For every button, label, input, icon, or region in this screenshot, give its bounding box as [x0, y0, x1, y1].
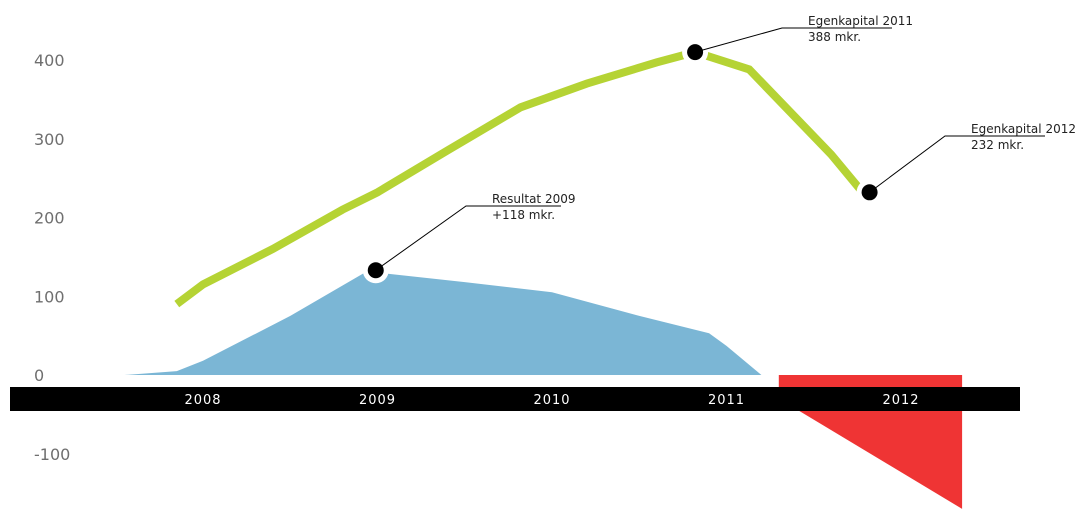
x-tick-label: 2008	[184, 393, 221, 408]
annotation-value: 388 mkr.	[808, 30, 861, 44]
plot-area	[124, 47, 963, 509]
annotation-title: Resultat 2009	[492, 192, 576, 206]
annotation-title: Egenkapital 2011	[808, 14, 913, 28]
x-axis-band	[10, 387, 1020, 411]
y-axis: 400 300 200 100 0 -100	[34, 51, 70, 464]
leader-line	[375, 205, 561, 271]
y-tick-label: 400	[34, 51, 65, 70]
y-tick-label: 300	[34, 130, 65, 149]
annotation-title: Egenkapital 2012	[971, 122, 1076, 136]
x-tick-label: 2010	[533, 393, 570, 408]
leader-line	[869, 135, 1045, 193]
y-tick-label: 0	[34, 366, 44, 385]
x-tick-label: 2011	[708, 393, 745, 408]
line-series-0	[174, 47, 866, 308]
annotation: Resultat 2009 +118 mkr.	[362, 192, 576, 284]
x-tick-label: 2012	[882, 393, 919, 408]
y-tick-label: 100	[34, 287, 65, 306]
annotation-value: +118 mkr.	[492, 208, 555, 222]
area-series-1	[124, 270, 779, 375]
annotation-value: 232 mkr.	[971, 138, 1024, 152]
annotation: Egenkapital 2012 232 mkr.	[856, 122, 1076, 206]
annotations: Resultat 2009 +118 mkr. Egenkapital 2011 38…	[362, 14, 1076, 284]
x-tick-label: 2009	[359, 393, 396, 408]
leader-line	[694, 27, 892, 53]
annotation: Egenkapital 2011 388 mkr.	[682, 14, 913, 66]
x-axis: 2008 2009 2010 2011 2012	[184, 393, 919, 408]
y-tick-label: 200	[34, 209, 65, 228]
y-tick-label: -100	[34, 445, 70, 464]
